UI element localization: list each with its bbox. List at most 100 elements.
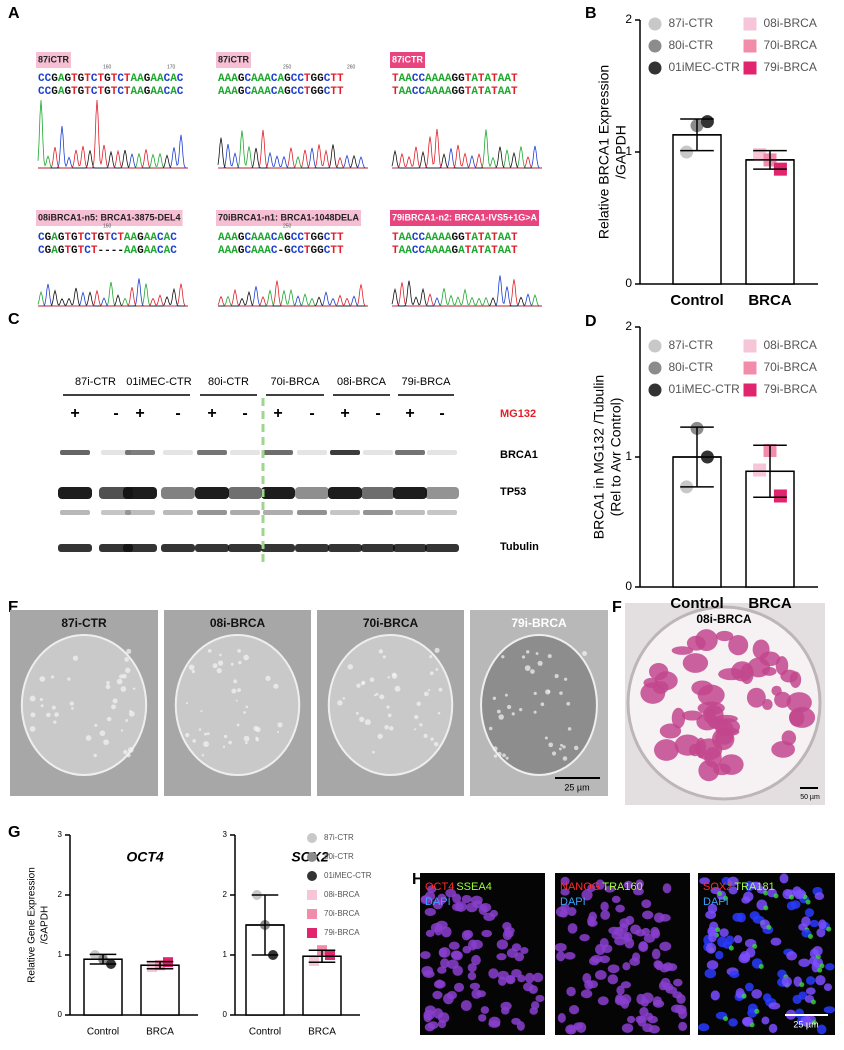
cell-speck <box>551 751 557 756</box>
scale-label: 50 µm <box>800 794 820 801</box>
band-tp53 <box>195 487 229 499</box>
legend-marker <box>307 909 317 919</box>
nucleus <box>607 964 620 974</box>
nucleus <box>611 895 621 904</box>
marker-label: OCT4 <box>425 881 454 893</box>
nucleus <box>524 972 535 984</box>
nucleus <box>630 924 641 935</box>
nucleus <box>575 1022 587 1033</box>
nucleus <box>768 1002 781 1010</box>
cell-speck <box>238 660 242 665</box>
nucleus <box>611 931 622 940</box>
legend-label: 87i-CTR <box>669 338 714 352</box>
surface-stain <box>799 982 805 988</box>
band-tp53-lower <box>230 510 260 515</box>
nucleus <box>805 976 816 985</box>
y-tick-label: 0 <box>58 1010 63 1019</box>
nucleus <box>812 945 823 956</box>
nucleus <box>439 947 451 958</box>
treatment-sign: - <box>113 405 118 422</box>
colony-stain <box>697 684 725 706</box>
nucleus <box>579 933 590 942</box>
panel-letter: B <box>585 5 597 22</box>
nucleus <box>659 941 672 952</box>
protein-label: TP53 <box>500 486 526 498</box>
nucleus <box>588 956 600 966</box>
bar <box>745 159 795 285</box>
cell-speck <box>40 704 44 708</box>
treatment-sign: - <box>309 405 314 422</box>
nucleus <box>749 911 760 920</box>
cell-speck <box>212 663 218 669</box>
legend-marker <box>307 852 317 862</box>
nucleus <box>424 907 436 916</box>
nucleus <box>471 954 481 966</box>
colony-stain <box>746 687 766 708</box>
colony-label: 79i-BRCA <box>511 616 567 630</box>
cell-speck <box>524 665 531 671</box>
cell-speck <box>379 694 385 700</box>
nucleus <box>460 1000 472 1011</box>
nucleus <box>427 885 437 894</box>
colony-stain <box>781 730 797 746</box>
nucleus <box>640 998 649 1007</box>
cell-speck <box>217 660 224 666</box>
cell-speck <box>51 705 56 710</box>
band-tp53-lower <box>125 510 155 515</box>
nucleus <box>455 901 467 912</box>
nucleus <box>800 1015 812 1027</box>
nucleus <box>728 886 738 895</box>
band-brca1 <box>101 450 131 455</box>
treatment-sign: + <box>405 405 414 422</box>
cell-speck <box>230 662 234 666</box>
nucleus <box>615 994 624 1004</box>
cell-speck <box>71 707 74 710</box>
nucleus <box>623 880 634 889</box>
cell-speck <box>185 702 189 705</box>
colony-stain <box>643 677 659 688</box>
cell-speck <box>277 722 283 728</box>
cell-speck <box>72 655 79 661</box>
nucleus <box>423 1009 435 1021</box>
colony <box>20 634 148 776</box>
y-tick-label: 3 <box>58 830 63 839</box>
band-tp53 <box>123 487 157 499</box>
cell-speck <box>191 669 196 674</box>
surface-stain <box>722 895 728 901</box>
cell-speck <box>228 740 232 745</box>
chromatogram-trace <box>218 288 368 307</box>
cell-speck <box>423 691 429 697</box>
nucleus <box>815 975 826 986</box>
legend-label: 80i-CTR <box>324 852 354 861</box>
cell-speck <box>535 652 539 655</box>
cell-speck <box>429 671 434 676</box>
x-tick-label: Control <box>670 292 723 309</box>
legend-marker <box>307 833 317 843</box>
cell-speck <box>111 704 116 710</box>
cell-speck <box>437 711 441 715</box>
surface-stain <box>773 893 779 899</box>
cell-speck <box>237 688 241 693</box>
nucleus <box>440 958 450 969</box>
cell-speck <box>377 733 383 740</box>
surface-stain <box>788 894 794 900</box>
band-tp53 <box>228 487 262 499</box>
chart: 0 1 2 BRCA1 in MG132 /Tubulin (Rel to Avr Co… <box>591 319 818 612</box>
chromatogram-trace <box>391 280 542 307</box>
cell-speck <box>519 707 523 712</box>
nucleus <box>481 929 493 938</box>
band-brca1 <box>60 450 90 455</box>
cell-speck <box>273 683 279 689</box>
nucleus <box>741 1017 752 1026</box>
band-tubulin <box>295 544 329 552</box>
data-point <box>147 962 157 972</box>
nucleus <box>420 895 432 903</box>
nucleus <box>741 896 751 904</box>
band-brca1 <box>125 450 155 455</box>
chromatogram-trace <box>218 286 368 307</box>
cell-speck <box>125 719 129 722</box>
band-tubulin <box>123 544 157 552</box>
cell-speck <box>120 686 127 692</box>
surface-stain <box>826 926 832 932</box>
cell-speck <box>386 705 390 709</box>
